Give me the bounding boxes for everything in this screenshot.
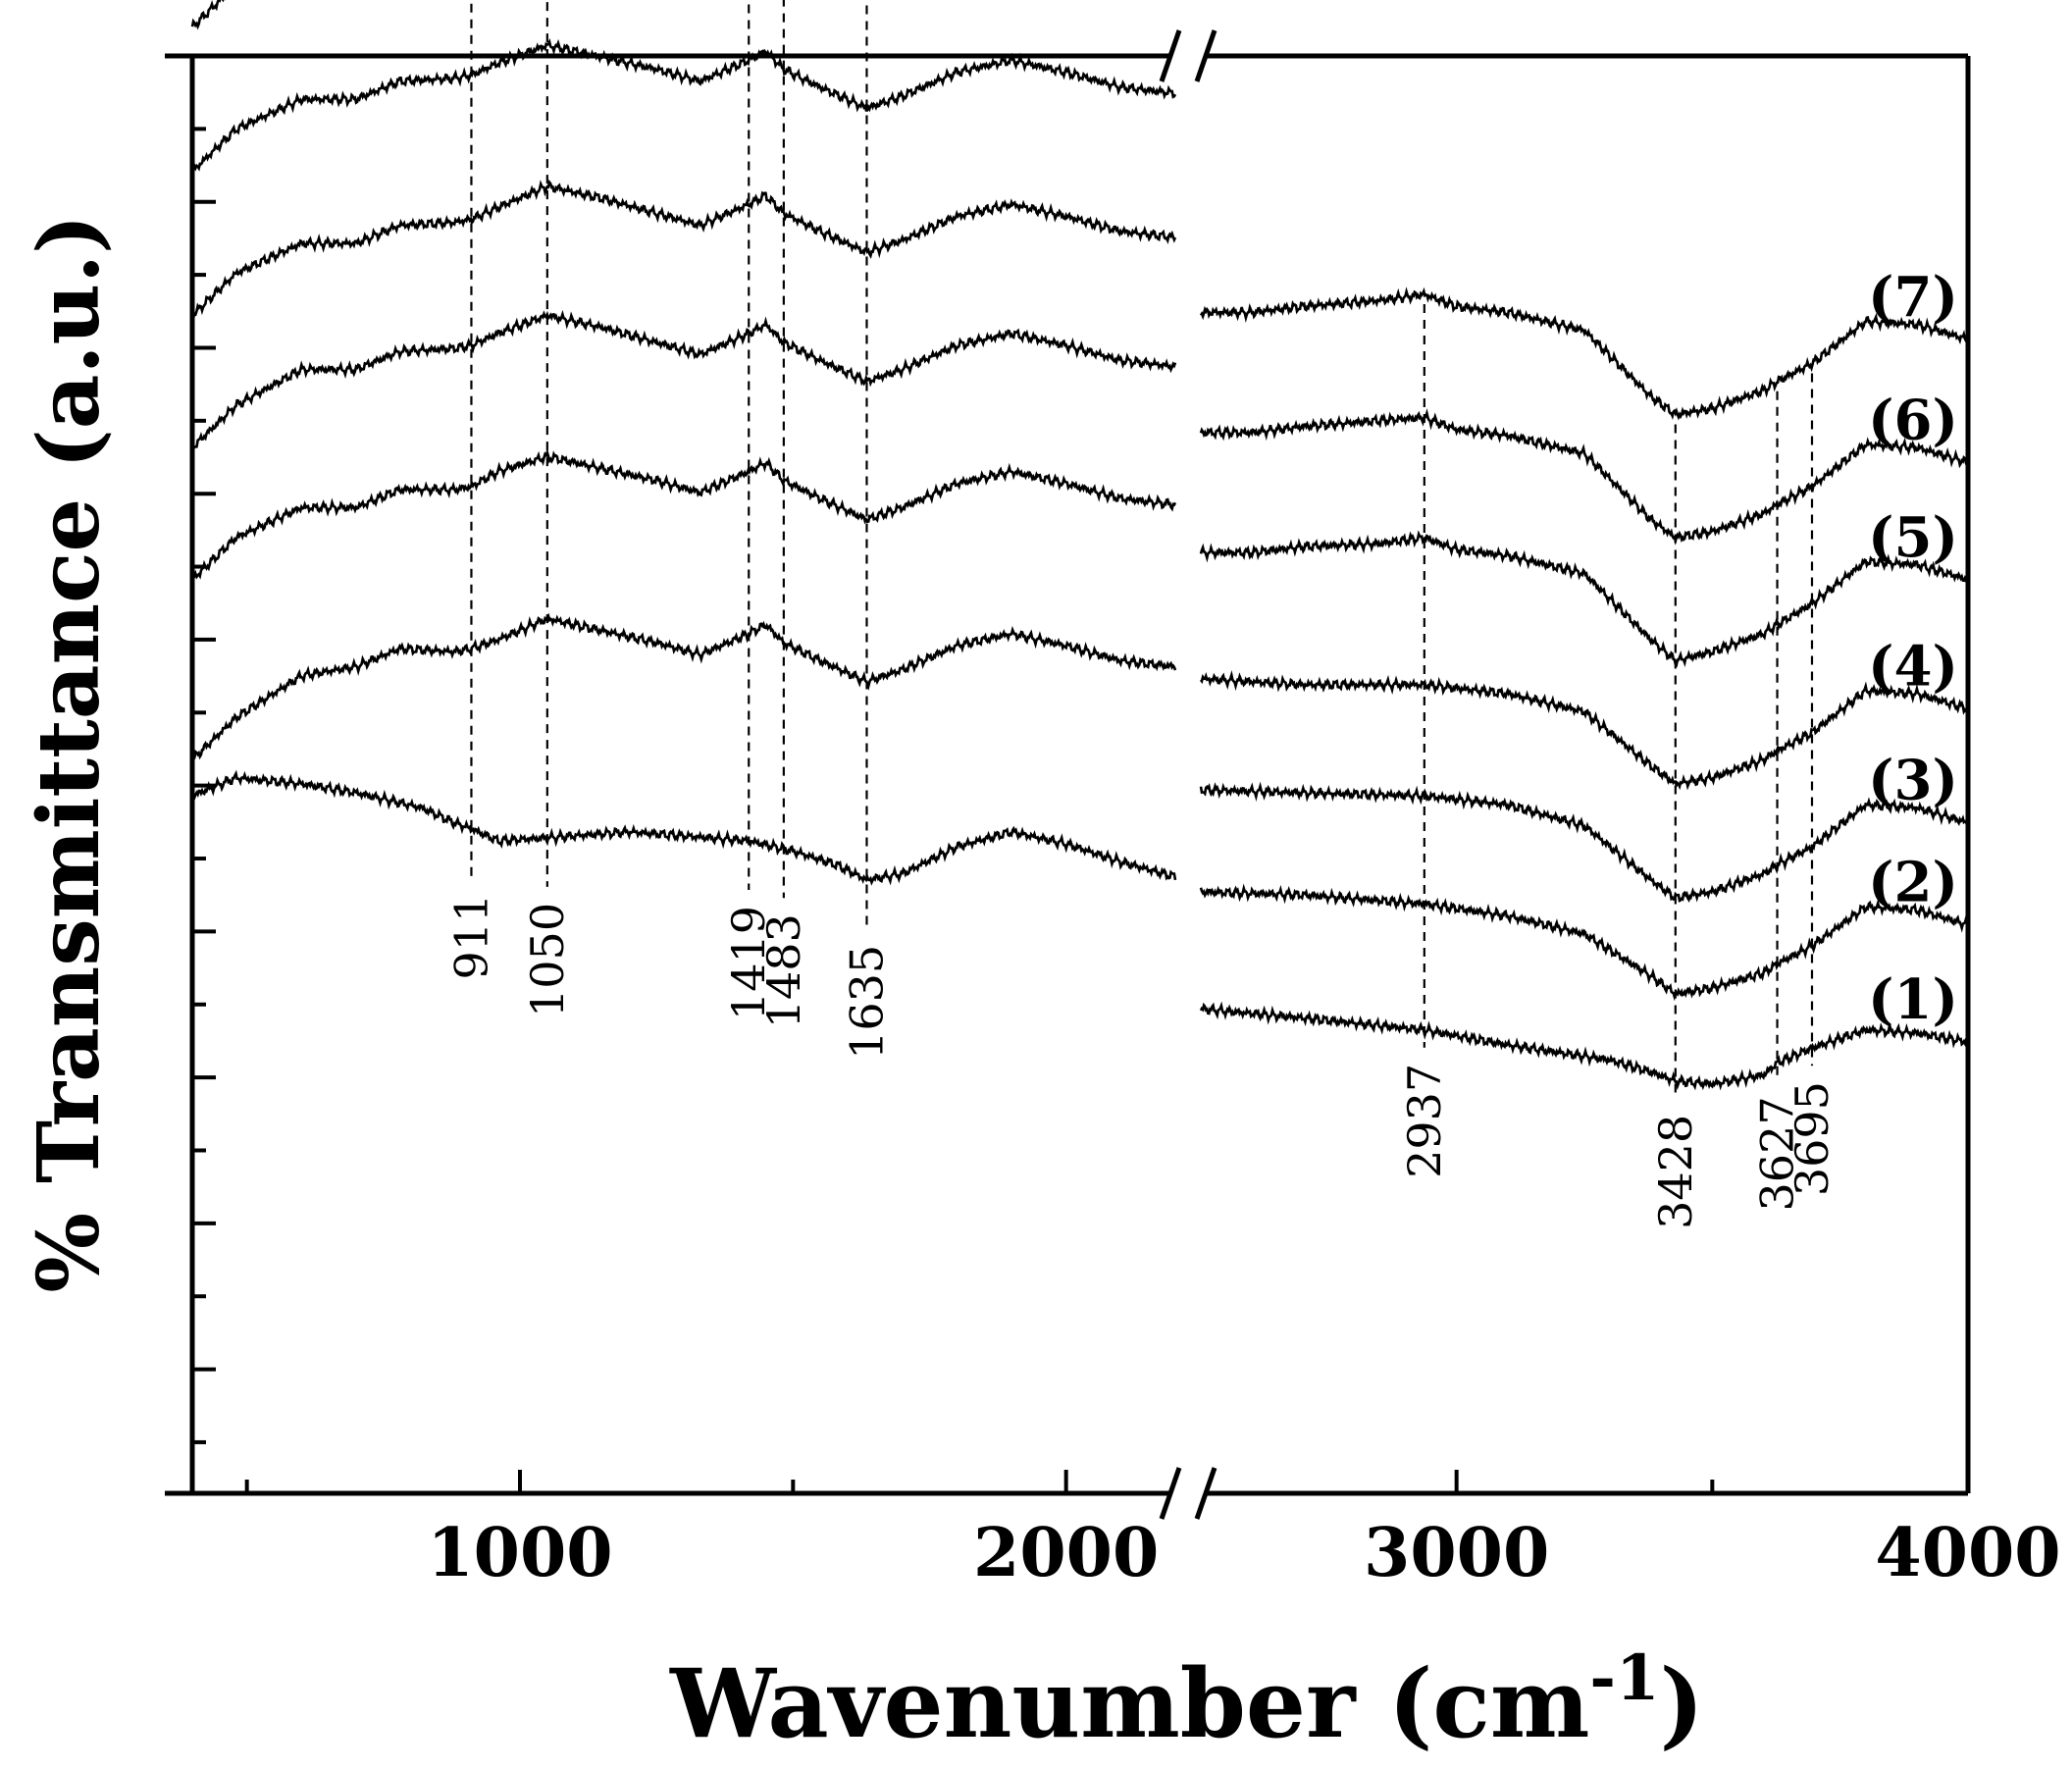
series-6-low-line [190, 38, 1177, 174]
series-5-high-line [1199, 530, 1970, 668]
peak-label-1419: 1419 [722, 906, 775, 1020]
text-layer: % Transmittance (a.u.) Wavenumber (cm-1)… [20, 214, 2061, 1759]
series-6-label: (6) [1868, 388, 1958, 452]
peak-label-1483: 1483 [757, 913, 810, 1028]
series-3-low-line [191, 448, 1177, 581]
peak-label-911: 911 [445, 894, 498, 980]
series-2-high-line [1199, 883, 1970, 1002]
peak-label-3428: 3428 [1649, 1115, 1702, 1229]
series-6-high-line [1199, 408, 1970, 546]
series-7-high-line [1199, 286, 1970, 421]
series-5-label: (5) [1868, 505, 1958, 570]
peak-label-3627: 3627 [1751, 1096, 1804, 1211]
axis-break-mark-top [1159, 29, 1217, 82]
series-3-high-line [1199, 781, 1970, 903]
x-tick-label: 3000 [1364, 1514, 1549, 1592]
series-4-high-line [1199, 670, 1970, 791]
x-tick-label: 1000 [427, 1514, 612, 1592]
axes-layer [165, 29, 1971, 1520]
series-2-low-line [190, 612, 1177, 763]
series-7-label: (7) [1868, 265, 1958, 330]
y-axis-label: % Transmittance (a.u.) [20, 214, 119, 1292]
peak-label-1635: 1635 [841, 945, 894, 1060]
series-1-high-line [1199, 1001, 1970, 1091]
peak-label-2937: 2937 [1398, 1064, 1451, 1178]
x-tick-label: 2000 [973, 1514, 1159, 1592]
series-4-label: (4) [1868, 634, 1958, 699]
x-tick-label: 4000 [1875, 1514, 2060, 1592]
series-layer [190, 0, 1970, 1091]
series-4-low-line [190, 309, 1177, 452]
peak-label-1050: 1050 [521, 903, 574, 1017]
series-2-label: (2) [1868, 851, 1958, 915]
series-1-label: (1) [1868, 967, 1958, 1032]
series-5-low-line [190, 179, 1177, 322]
series-7-low-line [190, 0, 226, 30]
x-axis-label: Wavenumber (cm-1) [669, 1641, 1704, 1759]
series-3-label: (3) [1868, 749, 1958, 813]
axis-break-mark-bottom [1159, 1467, 1217, 1520]
peak-label-3695: 3695 [1786, 1081, 1839, 1196]
series-1-low-line [190, 769, 1177, 886]
peak-marker-layer [470, 0, 1814, 1099]
